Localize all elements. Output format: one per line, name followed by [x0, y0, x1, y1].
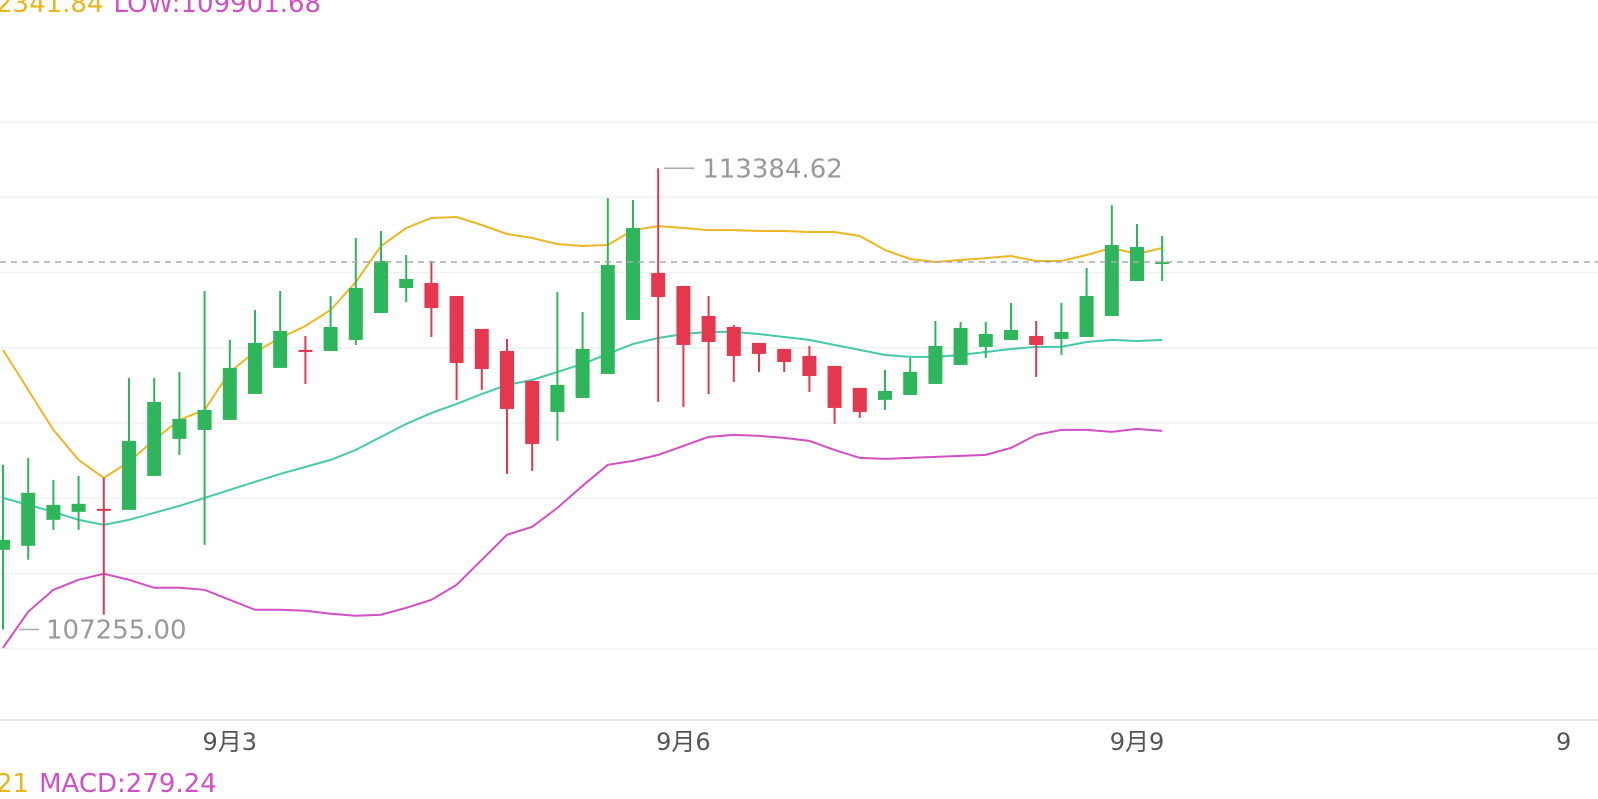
candle-body [676, 285, 691, 345]
candle-body [122, 440, 136, 510]
candle-body [71, 503, 86, 512]
candle-body [802, 355, 817, 376]
candle-body [626, 228, 640, 320]
candle-body [600, 264, 615, 374]
candle-body [399, 278, 414, 289]
candle-body [0, 539, 10, 550]
candle-body [651, 273, 666, 297]
candle-body [449, 295, 464, 363]
header-text: 2341.84 LOW:109901.68 [0, 0, 321, 19]
x-tick-label: 9月6 [656, 728, 711, 756]
candle-body [248, 342, 262, 394]
header-text-item: LOW:109901.68 [114, 0, 322, 19]
candle-body [273, 330, 288, 368]
low-label: 107255.00 [46, 616, 187, 646]
candle-body [323, 326, 338, 351]
candle-body [903, 371, 918, 395]
candle-body [374, 260, 388, 313]
candle-body [1079, 295, 1094, 337]
candle-body [550, 384, 565, 412]
footer-text-item: MACD:279.24 [39, 769, 217, 799]
band-line [2, 427, 1163, 649]
candle-body [172, 418, 187, 439]
candle-body [197, 409, 212, 430]
candle-body [726, 326, 741, 356]
x-tick-label: 9 [1556, 728, 1571, 756]
candle-body [1130, 246, 1144, 282]
candle-body [147, 401, 162, 476]
candle-body [96, 508, 111, 511]
candle-body [928, 345, 943, 384]
candle-body [953, 327, 968, 365]
candle-body [222, 367, 237, 420]
footer-text: 21 MACD:279.24 [0, 769, 217, 799]
candle-body [500, 350, 514, 409]
candle-body [777, 348, 792, 362]
header-text-item: 2341.84 [0, 0, 104, 19]
candle-body [852, 387, 867, 412]
candle-body [1104, 245, 1119, 316]
candle-body [978, 333, 993, 347]
candle-body [1054, 331, 1069, 339]
candle-body [298, 349, 313, 352]
candle-body [525, 380, 540, 444]
candle-body [474, 328, 489, 369]
high-label: 113384.62 [702, 154, 843, 184]
candle-body [46, 504, 61, 520]
candle-body [827, 365, 842, 408]
candle-body [701, 315, 716, 342]
footer-text-item: 21 [0, 769, 29, 799]
candle-body [21, 492, 36, 546]
candle-body [1029, 335, 1044, 345]
candle-body [1004, 329, 1018, 340]
candle-body [752, 342, 766, 354]
candle-body [1155, 262, 1170, 265]
candle-body [424, 283, 439, 309]
band-line [2, 215, 1163, 480]
x-tick-label: 9月3 [203, 728, 258, 756]
candle-body [575, 348, 590, 398]
x-tick-label: 9月9 [1110, 728, 1165, 756]
candle-body [348, 288, 363, 340]
candle-body [878, 390, 892, 400]
